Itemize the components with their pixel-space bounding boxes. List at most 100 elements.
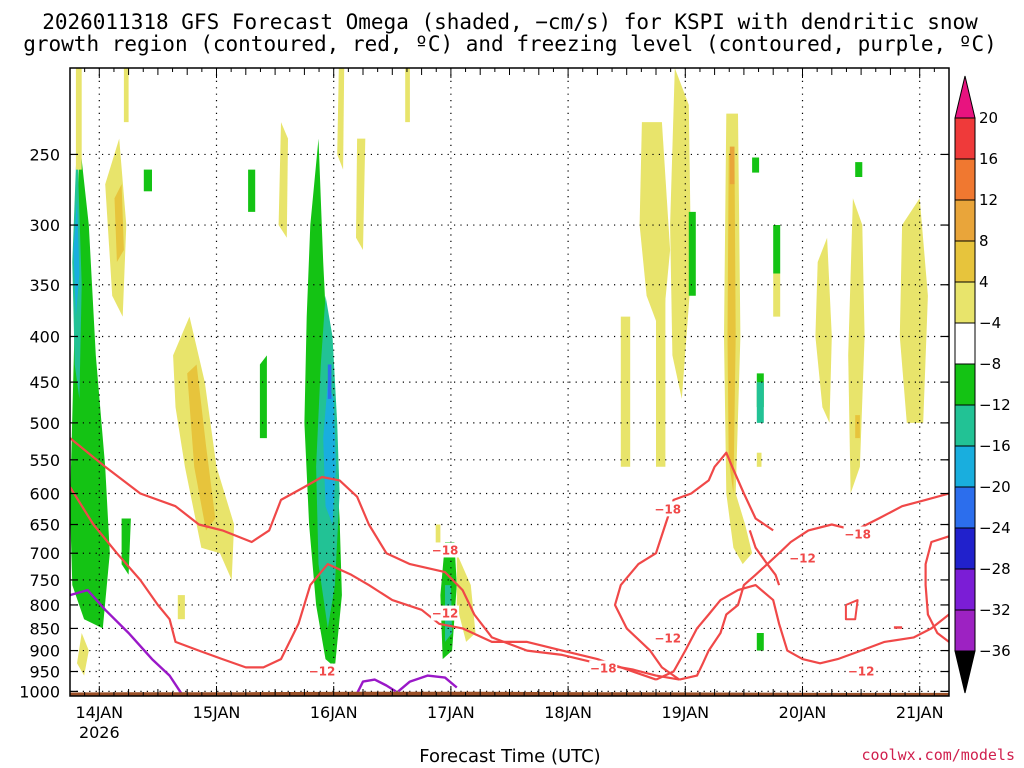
omega-region [356, 138, 366, 250]
colorbar-swatch [954, 486, 976, 529]
colorbar-tick-label: 16 [979, 150, 998, 168]
x-tick-label: 18JAN [544, 703, 592, 722]
freezing-level [397, 674, 458, 693]
colorbar-swatch [954, 117, 976, 160]
colorbar-tick-label: −28 [979, 560, 1011, 578]
contour-label-bg [843, 526, 872, 542]
contour-label-bg [431, 605, 460, 621]
omega-region [77, 633, 89, 676]
credit-text: coolwx.com/models [861, 746, 1015, 764]
omega-region [773, 273, 781, 317]
omega-region [123, 68, 129, 123]
colorbar-tick-label: 12 [979, 191, 998, 209]
plot-area: −18 −18 −18 −18 −12 −12 −12 −12 −12 [70, 68, 949, 696]
colorbar-tick-label: −4 [979, 314, 1001, 332]
omega-region [848, 198, 865, 494]
omega-region [405, 68, 410, 123]
omega-region [656, 262, 666, 467]
y-tick-label: 950 [29, 663, 60, 682]
contour-label: −12 [432, 607, 459, 621]
colorbar-tick-label: −36 [979, 642, 1011, 660]
contour-minus12 [924, 535, 949, 643]
omega-region [75, 68, 82, 170]
x-tick-sublabel: 2026 [79, 723, 120, 742]
colorbar-swatch [954, 240, 976, 283]
contour-small [844, 599, 859, 621]
contour-label: −18 [590, 662, 617, 676]
contour-label: −18 [654, 502, 681, 516]
y-tick-label: 900 [29, 642, 60, 661]
y-axis: 250 300 350 400 450 500 550 600 650 700 750 800 850 9… [19, 145, 949, 701]
contour-label-bg [431, 542, 460, 558]
omega-region [73, 198, 80, 317]
omega-region [620, 316, 631, 467]
y-tick-label: 350 [29, 276, 60, 295]
omega-region [756, 633, 764, 651]
contour-label-bg [653, 501, 682, 517]
colorbar-swatch [954, 363, 976, 406]
colorbar-swatch [954, 527, 976, 570]
contour-minus12 [748, 530, 781, 586]
contour-label-bg [847, 663, 876, 679]
colorbar-tick-label: −20 [979, 478, 1011, 496]
omega-region [729, 146, 735, 185]
omega-region [756, 452, 762, 467]
omega-region [752, 157, 760, 173]
colorbar-tick-label: 20 [979, 109, 998, 127]
x-axis-label: Forecast Time (UTC) [419, 746, 600, 767]
omega-region [177, 595, 185, 620]
y-tick-label: 550 [29, 451, 60, 470]
omega-region [327, 364, 332, 399]
colorbar-top-triangle [954, 75, 976, 119]
omega-region [248, 169, 256, 212]
colorbar-swatch [954, 199, 976, 242]
freezing-level [356, 678, 397, 694]
colorbar-swatch [954, 322, 976, 365]
omega-region [143, 169, 152, 192]
contour-label: −12 [654, 631, 681, 645]
contour-label-bg [307, 663, 336, 679]
omega-region [756, 382, 764, 423]
y-tick-label: 850 [29, 619, 60, 638]
omega-region [323, 382, 336, 525]
contour-label: −18 [844, 528, 871, 542]
omega-region [278, 122, 288, 238]
colorbar-tick-label: 8 [979, 232, 989, 250]
y-tick-label: 450 [29, 373, 60, 392]
omega-region [855, 162, 863, 177]
colorbar-tick-label: −24 [979, 519, 1011, 537]
omega-region [688, 211, 696, 296]
colorbar-swatch [954, 158, 976, 201]
omega-region [114, 184, 124, 262]
contour-label-bg [653, 630, 682, 646]
contour-minus18 [70, 437, 680, 681]
omega-region [899, 198, 928, 423]
x-tick-label: 19JAN [661, 703, 709, 722]
contour-label-bg [788, 550, 817, 566]
omega-region [855, 415, 860, 439]
colorbar-swatch [954, 445, 976, 488]
omega-region [259, 355, 267, 439]
chart-title-line-1: 2026011318 GFS Forecast Omega (shaded, −… [42, 10, 978, 34]
contour-label-bg [589, 660, 618, 676]
colorbar-swatch [954, 609, 976, 652]
y-tick-label: 300 [29, 216, 60, 235]
y-tick-label: 500 [29, 414, 60, 433]
x-tick-label: 20JAN [779, 703, 827, 722]
freezing-level [70, 588, 183, 694]
colorbar-tick-label: −8 [979, 355, 1001, 373]
omega-region [773, 225, 781, 274]
y-tick-label: 400 [29, 327, 60, 346]
y-tick-label: 250 [29, 145, 60, 164]
contour-minus12 [70, 486, 657, 681]
x-tick-label: 14JAN [75, 703, 123, 722]
colorbar-tick-label: −32 [979, 601, 1011, 619]
x-tick-label: 15JAN [193, 703, 241, 722]
omega-region [670, 68, 692, 399]
y-tick-label: 650 [29, 516, 60, 535]
x-tick-label: 21JAN [896, 703, 944, 722]
contour-label: −12 [309, 665, 336, 679]
colorbar: 20 16 12 8 4 −4 −8 −12 −16 −20 −24 −28 −32 −36 [954, 75, 1011, 694]
